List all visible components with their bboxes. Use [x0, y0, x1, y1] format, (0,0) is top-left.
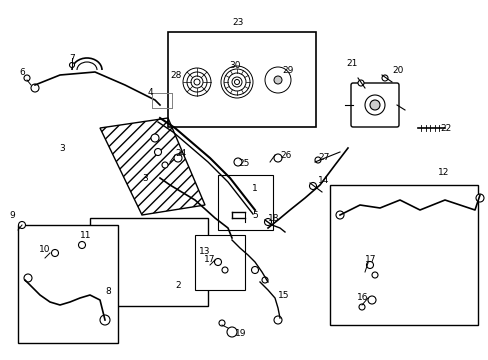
Text: 20: 20	[391, 66, 403, 75]
Circle shape	[227, 73, 245, 91]
Circle shape	[183, 68, 210, 96]
Circle shape	[191, 76, 203, 88]
Text: 13: 13	[198, 248, 209, 256]
Circle shape	[335, 211, 343, 219]
FancyBboxPatch shape	[350, 83, 398, 127]
Text: 17: 17	[203, 256, 215, 265]
Circle shape	[369, 100, 379, 110]
Circle shape	[51, 249, 59, 256]
Text: 15: 15	[278, 291, 289, 300]
Text: 12: 12	[437, 167, 448, 176]
Text: 26: 26	[280, 150, 291, 159]
Bar	[329, 185, 477, 325]
Bar	[90, 218, 207, 306]
Text: 4: 4	[148, 87, 153, 96]
Text: 2: 2	[175, 280, 180, 289]
Text: 14: 14	[317, 176, 329, 185]
Circle shape	[224, 69, 249, 95]
Circle shape	[79, 242, 85, 248]
Text: 21: 21	[346, 59, 357, 68]
Text: 5: 5	[251, 211, 257, 220]
Circle shape	[162, 162, 168, 168]
Text: 18: 18	[267, 213, 279, 222]
Text: 27: 27	[317, 153, 329, 162]
Bar	[18, 225, 118, 343]
Circle shape	[366, 261, 373, 269]
Circle shape	[251, 266, 258, 274]
Text: 7: 7	[69, 54, 75, 63]
Text: 22: 22	[439, 123, 450, 132]
Circle shape	[226, 327, 237, 337]
Text: 9: 9	[9, 211, 15, 220]
Circle shape	[357, 80, 363, 86]
Text: 25: 25	[238, 158, 249, 167]
Circle shape	[221, 66, 252, 98]
Circle shape	[273, 154, 282, 162]
Bar	[168, 32, 315, 127]
Circle shape	[222, 267, 227, 273]
Text: 24: 24	[175, 149, 186, 158]
Circle shape	[371, 272, 377, 278]
Circle shape	[273, 76, 282, 84]
Circle shape	[264, 67, 290, 93]
Text: 19: 19	[235, 328, 246, 338]
Circle shape	[214, 258, 221, 266]
Circle shape	[31, 84, 39, 92]
Bar	[195, 235, 244, 290]
Circle shape	[19, 221, 25, 229]
Circle shape	[264, 219, 271, 225]
Text: 16: 16	[356, 293, 367, 302]
Circle shape	[24, 274, 32, 282]
Text: 8: 8	[105, 288, 110, 297]
Circle shape	[367, 296, 375, 304]
Text: 29: 29	[282, 66, 293, 75]
Text: 17: 17	[364, 256, 376, 265]
Circle shape	[314, 157, 320, 163]
Text: 23: 23	[232, 18, 243, 27]
Circle shape	[231, 77, 242, 87]
Circle shape	[154, 149, 161, 156]
Circle shape	[364, 95, 384, 115]
Text: 3: 3	[59, 144, 65, 153]
Circle shape	[309, 183, 316, 189]
Text: 10: 10	[39, 246, 50, 255]
Circle shape	[24, 75, 30, 81]
Circle shape	[234, 158, 242, 166]
Text: 11: 11	[80, 230, 91, 239]
Text: 3: 3	[142, 174, 148, 183]
Circle shape	[219, 320, 224, 326]
Circle shape	[262, 277, 267, 283]
Text: 6: 6	[19, 68, 25, 77]
Text: 1: 1	[251, 184, 257, 193]
Circle shape	[194, 79, 200, 85]
Bar	[218, 175, 272, 230]
Circle shape	[174, 154, 182, 162]
Circle shape	[358, 304, 364, 310]
Text: 28: 28	[170, 71, 182, 80]
Circle shape	[475, 194, 483, 202]
Circle shape	[186, 72, 206, 92]
Circle shape	[381, 75, 387, 81]
Text: 30: 30	[229, 60, 240, 69]
Circle shape	[100, 315, 110, 325]
Circle shape	[69, 63, 74, 68]
Circle shape	[273, 316, 282, 324]
Circle shape	[234, 80, 239, 85]
Circle shape	[151, 134, 159, 142]
